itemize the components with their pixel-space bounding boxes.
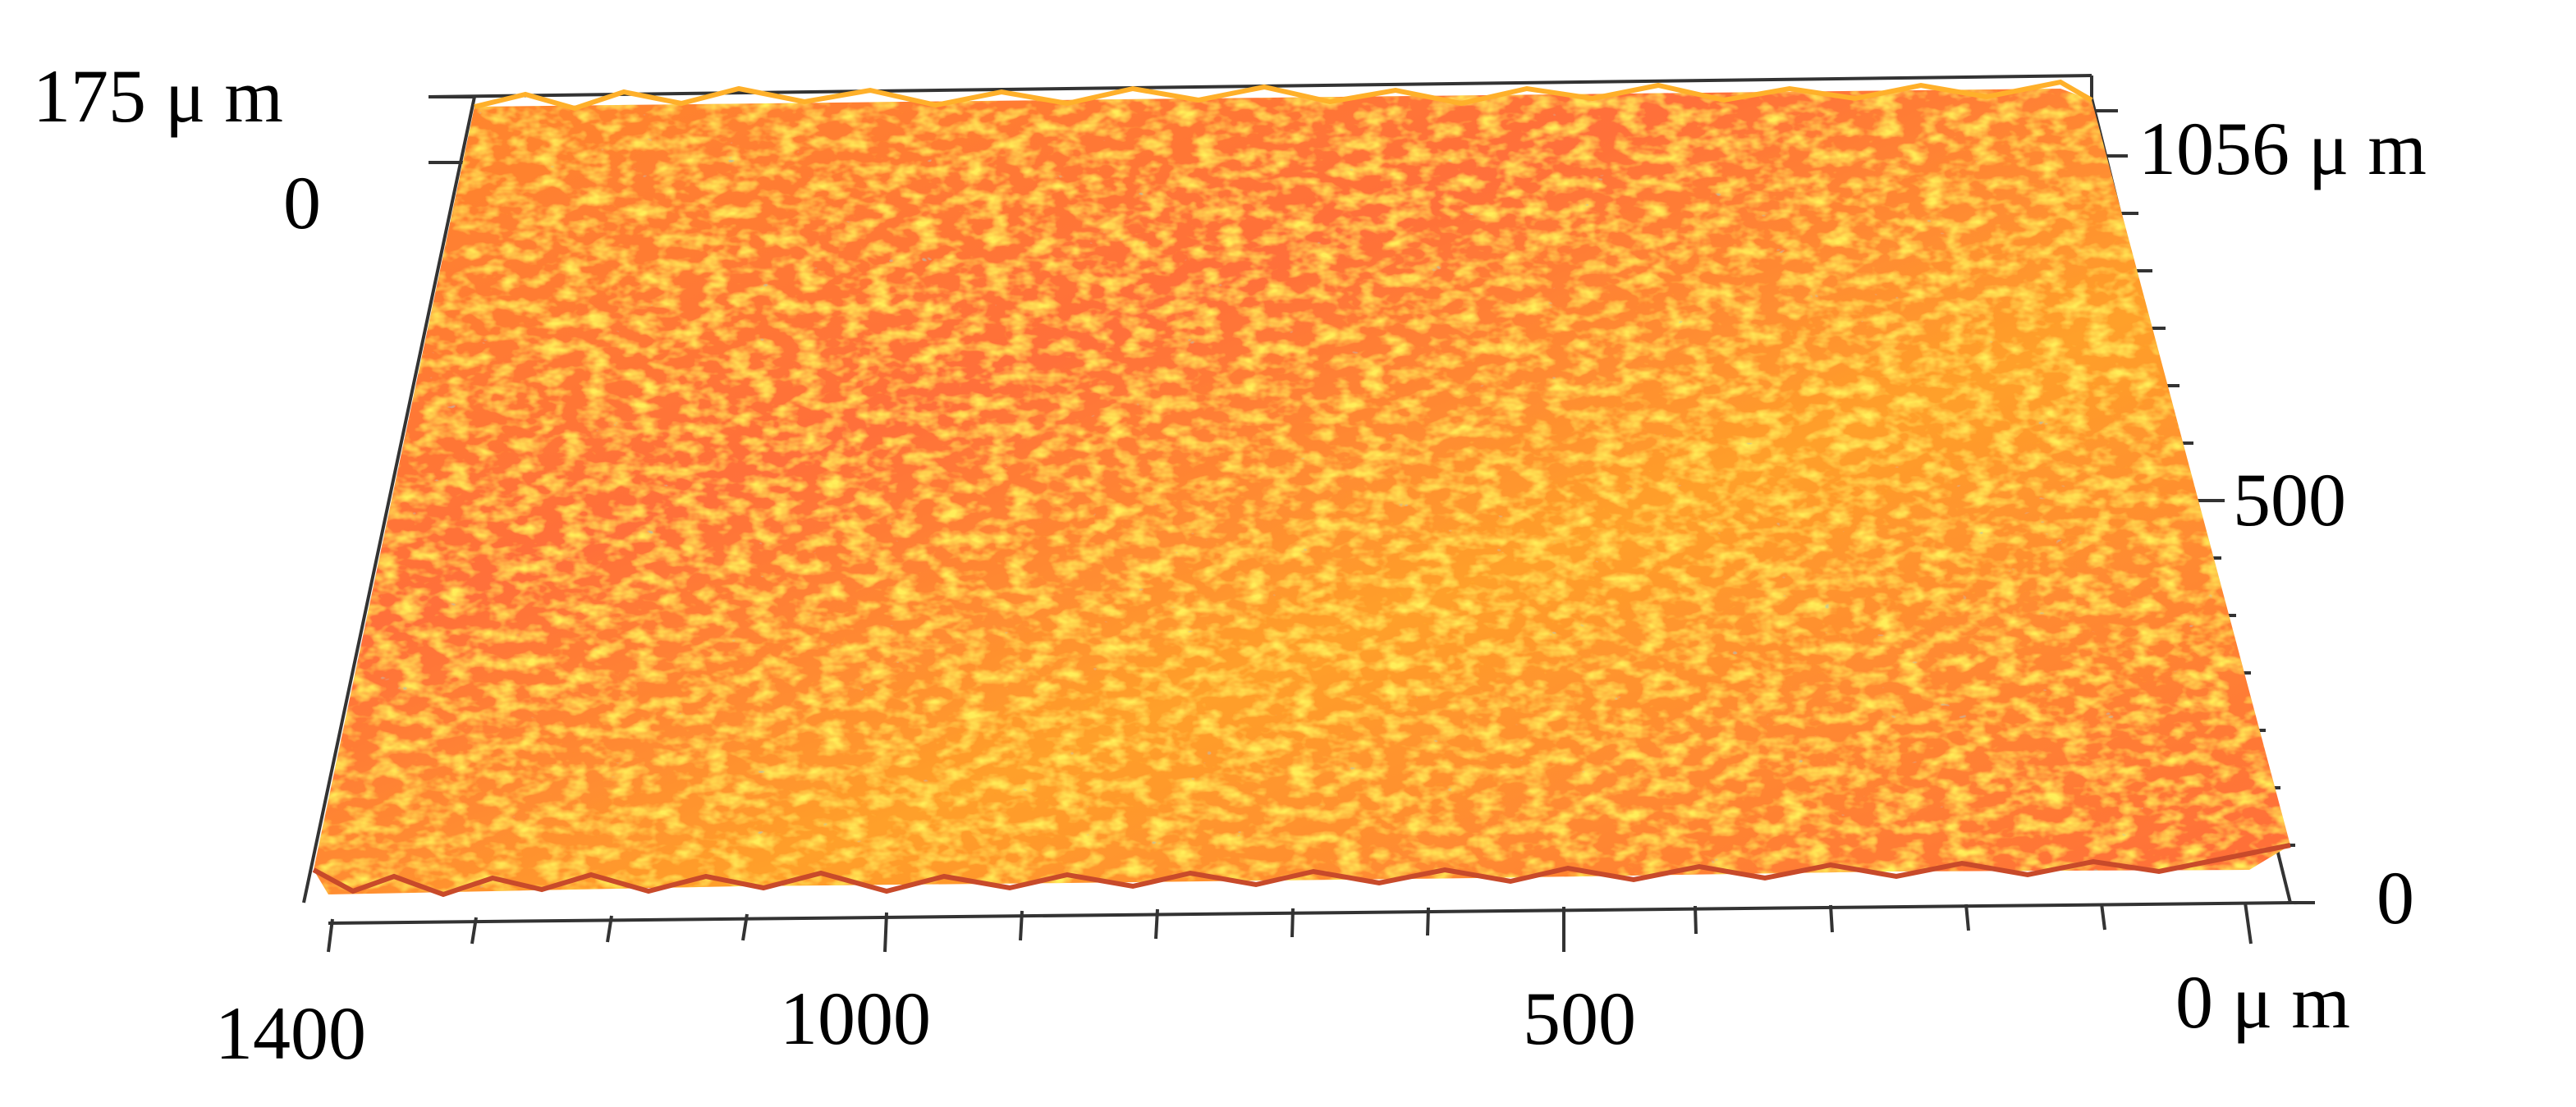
- z-axis-min-label: 0: [283, 161, 321, 245]
- z-axis-max-label: 175 μ m: [33, 54, 283, 138]
- x-axis-label-1000: 1000: [780, 977, 931, 1060]
- surface-top-edge: [474, 79, 2093, 112]
- y-axis-mid-label: 500: [2233, 458, 2346, 542]
- z-axis-ticks: [429, 95, 474, 164]
- x-axis-label-1400: 1400: [215, 991, 366, 1075]
- surface-bottom-edge: [312, 843, 2291, 898]
- x-axis-end-label: 0 μ m: [2175, 960, 2350, 1044]
- x-axis-label-500: 500: [1523, 977, 1636, 1060]
- y-axis-max-label: 1056 μ m: [2138, 107, 2427, 190]
- y-axis-min-label: 0: [2377, 856, 2414, 940]
- x-axis-ticks: [327, 902, 2253, 953]
- rough-surface: [312, 79, 2291, 898]
